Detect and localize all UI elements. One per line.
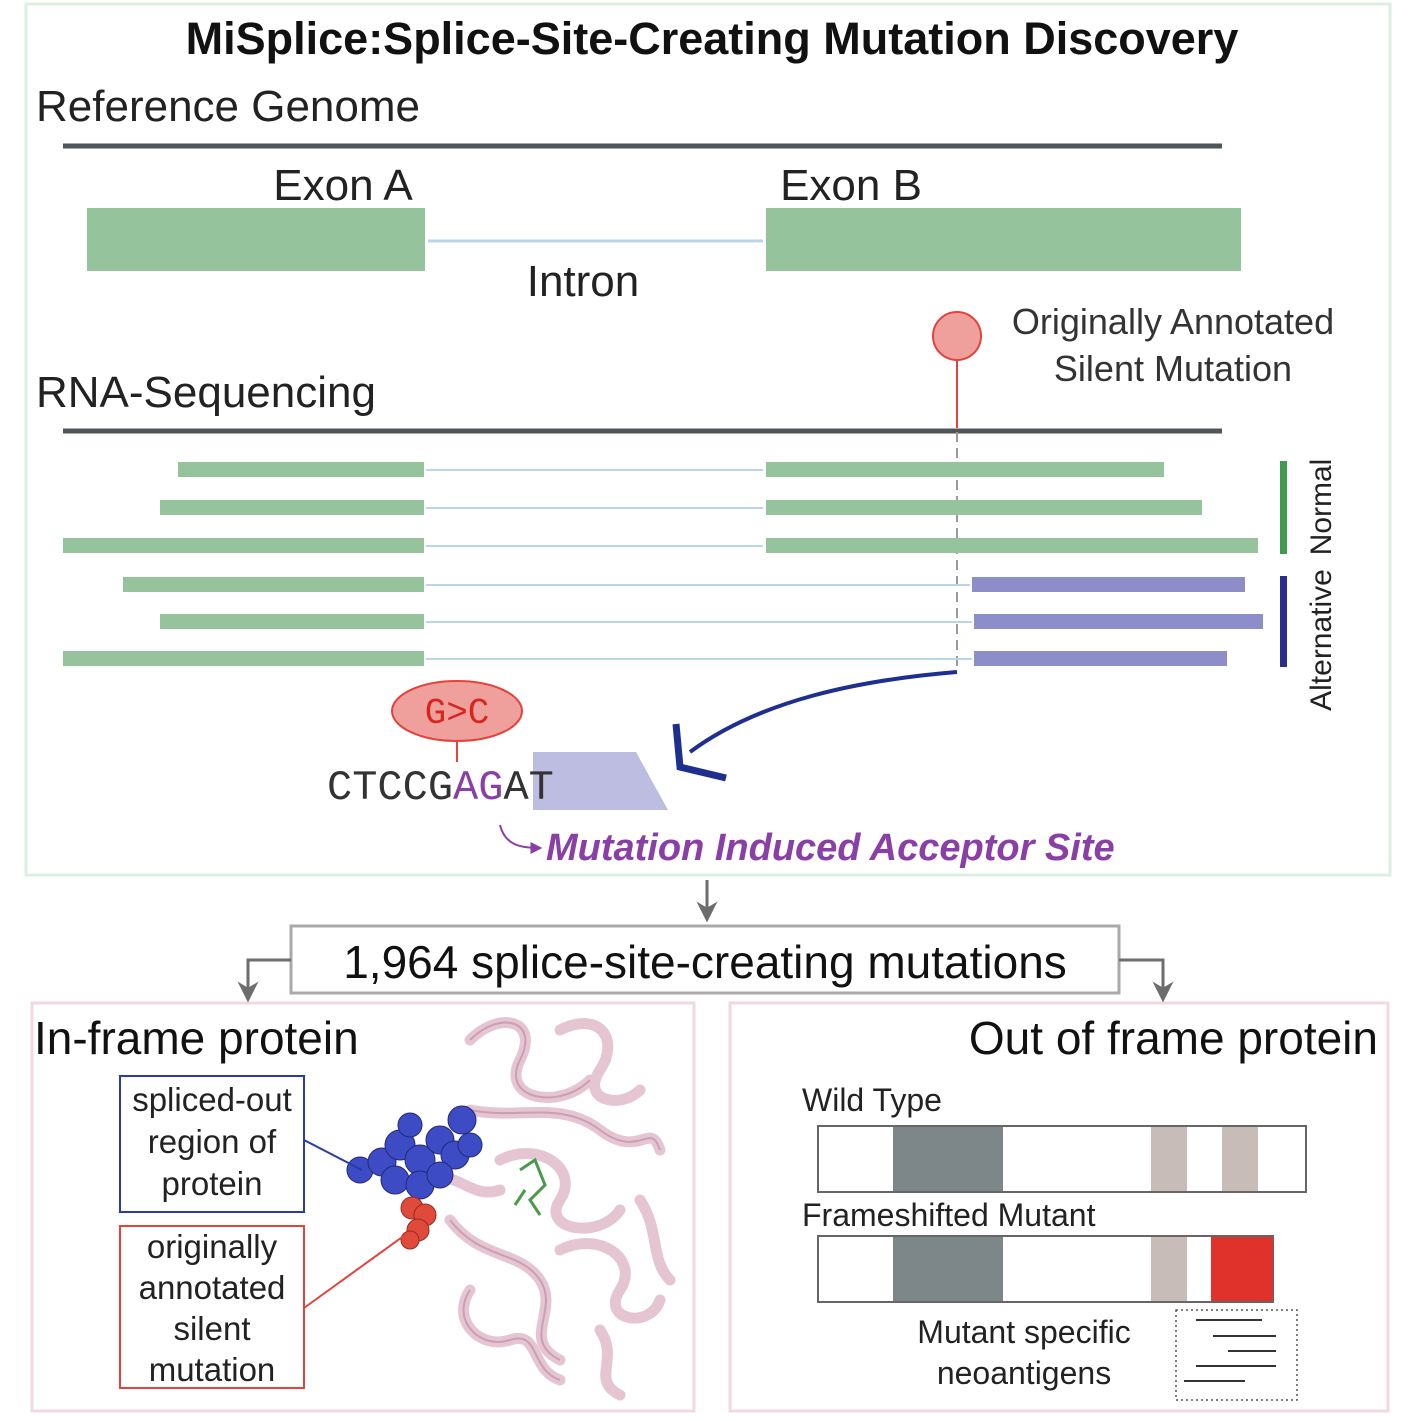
top-panel-frame [24, 2, 1392, 877]
sequence-acceptor: AG [453, 764, 503, 812]
neoantigen-peptides-box [1175, 1309, 1298, 1401]
acceptor-site-label: Mutation Induced Acceptor Site [546, 827, 1115, 869]
sequence-text: CTCCGAGAT [327, 764, 554, 812]
mutation-pin-head [932, 311, 982, 361]
spliced-label-3: protein [162, 1165, 263, 1202]
right-branch-arrow [1119, 958, 1174, 1003]
spliced-label-2: region of [148, 1123, 277, 1160]
wild-type-protein-bar [817, 1125, 1307, 1193]
diagram-title: MiSplice:Splice-Site-Creating Mutation D… [186, 13, 1239, 64]
exon-b-block [766, 208, 1241, 271]
intron-label: Intron [527, 257, 640, 306]
alternative-read-1 [123, 577, 1245, 592]
normal-legend-label: Normal [1305, 459, 1338, 556]
frameshift-protein-bar [817, 1235, 1274, 1303]
spliced-label-1: spliced-out [132, 1081, 292, 1118]
frameshift-label: Frameshifted Mutant [802, 1197, 1096, 1233]
sequence-prefix: CTCCG [327, 764, 453, 812]
normal-read-1 [178, 462, 1164, 477]
protein-structure [346, 1017, 676, 1401]
in-frame-title: In-frame protein [34, 1012, 359, 1064]
acceptor-shade [533, 752, 668, 810]
summary-label: 1,964 splice-site-creating mutations [343, 936, 1067, 988]
normal-legend-bar [1280, 461, 1287, 554]
splice-curve-arrow [688, 670, 958, 754]
reference-genome-label: Reference Genome [36, 82, 420, 131]
wild-type-label: Wild Type [802, 1082, 942, 1118]
splice-arrowhead [672, 723, 727, 782]
spliced-leader-line [303, 1139, 363, 1171]
silent-label-4: mutation [149, 1351, 276, 1388]
silent-label-3: silent [173, 1310, 250, 1347]
neoantigen-label-2: neoantigens [937, 1355, 1111, 1391]
alternative-read-3 [63, 651, 1227, 666]
exon-a-block [87, 208, 425, 271]
silent-label-1: originally [147, 1228, 278, 1265]
silent-leader-line [303, 1234, 406, 1309]
alternative-read-2 [160, 614, 1263, 629]
spliced-out-box [119, 1075, 305, 1213]
silent-label-2: annotated [139, 1269, 286, 1306]
neoantigen-label-1: Mutant specific [917, 1314, 1130, 1350]
in-frame-panel-frame [30, 1001, 696, 1413]
sequence-suffix: AT [503, 764, 553, 812]
mutation-oval-label: G>C [425, 693, 490, 734]
acceptor-pointer-arrow [499, 824, 543, 854]
normal-read-3 [63, 538, 1258, 553]
annotation-line-1: Originally Annotated [1012, 301, 1334, 342]
annotation-line-2: Silent Mutation [1054, 348, 1292, 389]
normal-read-2 [160, 500, 1202, 515]
rnaseq-label: RNA-Sequencing [36, 368, 376, 417]
left-branch-arrow [237, 958, 291, 1003]
alternative-legend-bar [1280, 576, 1287, 667]
alternative-legend-label: Alternative [1305, 569, 1338, 711]
silent-mutation-box [119, 1225, 305, 1389]
exon-a-label: Exon A [273, 161, 413, 210]
exon-b-label: Exon B [780, 161, 922, 210]
out-frame-panel-frame [728, 1001, 1390, 1413]
out-frame-title: Out of frame protein [969, 1012, 1378, 1064]
